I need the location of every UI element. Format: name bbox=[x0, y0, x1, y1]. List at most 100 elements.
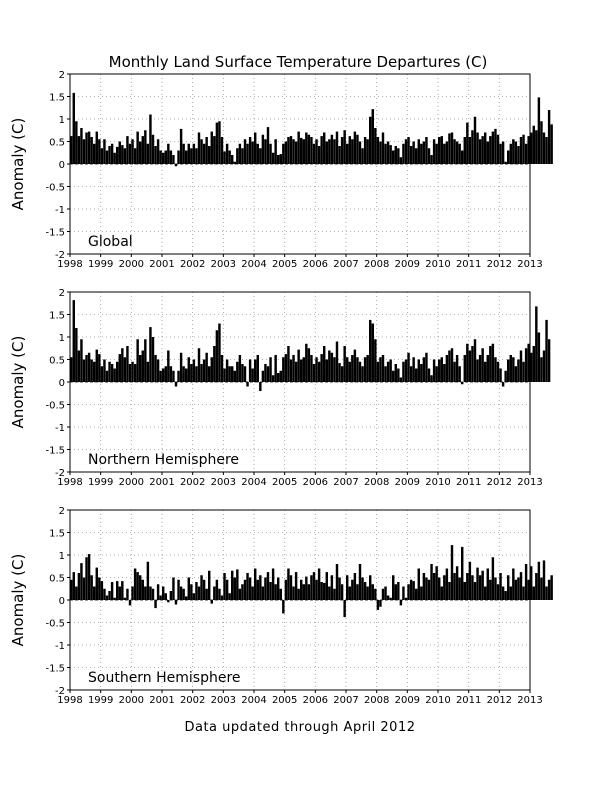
y-tick-label: -0.5 bbox=[45, 619, 65, 630]
y-tick-label: 2 bbox=[59, 506, 65, 517]
bar bbox=[215, 122, 219, 164]
bar bbox=[325, 572, 328, 600]
y-tick-label: -0.5 bbox=[45, 401, 65, 412]
bar bbox=[491, 131, 495, 164]
bar bbox=[218, 588, 221, 600]
bar bbox=[136, 572, 139, 600]
bar bbox=[307, 584, 311, 600]
bar bbox=[530, 566, 533, 600]
bar bbox=[425, 137, 428, 164]
panel-global: 2 1.5 1 0.5 0 -0.5 -1 -1.5 -2 1998 1999 2000 2001 20… bbox=[9, 70, 553, 270]
bar bbox=[422, 573, 426, 600]
bar bbox=[542, 560, 546, 600]
bar bbox=[473, 339, 477, 382]
bar bbox=[164, 593, 167, 600]
bar bbox=[254, 359, 257, 382]
y-tick-label: 0 bbox=[59, 378, 65, 389]
y-axis-label: Anomaly (C) bbox=[9, 336, 27, 429]
bar bbox=[361, 366, 364, 382]
y-tick-label: -0.5 bbox=[45, 183, 65, 194]
x-tick-label: 2004 bbox=[241, 695, 266, 706]
bar bbox=[75, 121, 78, 164]
bar bbox=[450, 132, 454, 164]
bar bbox=[210, 131, 213, 164]
bar bbox=[190, 364, 193, 382]
bar bbox=[213, 136, 216, 164]
bar bbox=[72, 572, 75, 600]
x-tick-label: 2010 bbox=[425, 477, 450, 488]
bar bbox=[156, 139, 160, 164]
bar bbox=[113, 152, 116, 164]
bar bbox=[264, 577, 267, 600]
x-tick-label: 2010 bbox=[425, 695, 450, 706]
bar bbox=[259, 148, 262, 164]
bar bbox=[215, 579, 219, 600]
bar bbox=[195, 582, 198, 600]
bar bbox=[340, 584, 344, 600]
bar bbox=[294, 361, 298, 382]
bar bbox=[392, 370, 395, 382]
x-tick-label: 2007 bbox=[333, 477, 358, 488]
bar bbox=[404, 359, 408, 382]
bar bbox=[443, 575, 446, 600]
y-tick-label: 0.5 bbox=[49, 574, 65, 585]
bar bbox=[369, 575, 372, 600]
x-tick-label: 2013 bbox=[517, 259, 542, 270]
bar bbox=[223, 151, 226, 164]
bar bbox=[420, 586, 423, 600]
x-tick-label: 2005 bbox=[272, 695, 297, 706]
bar bbox=[409, 146, 413, 164]
x-tick-label: 2011 bbox=[456, 259, 481, 270]
bar bbox=[407, 352, 410, 382]
bar bbox=[527, 579, 530, 600]
bar bbox=[325, 141, 328, 164]
x-tick-label: 1999 bbox=[88, 695, 113, 706]
bar bbox=[187, 357, 190, 382]
bar bbox=[532, 346, 535, 382]
bar bbox=[417, 359, 420, 382]
bar bbox=[448, 582, 451, 600]
bar bbox=[537, 97, 541, 164]
x-tick-label: 2013 bbox=[517, 477, 542, 488]
y-tick-label: 2 bbox=[59, 70, 65, 81]
bar bbox=[376, 600, 380, 610]
bar bbox=[133, 148, 137, 164]
y-tick-label: 0 bbox=[59, 596, 65, 607]
bar bbox=[95, 349, 98, 382]
bar bbox=[149, 114, 152, 164]
y-tick-label: -1.5 bbox=[45, 228, 65, 239]
bar bbox=[139, 355, 142, 382]
bar bbox=[432, 573, 436, 600]
bar bbox=[386, 141, 390, 164]
bar bbox=[409, 366, 413, 382]
bar bbox=[236, 361, 239, 382]
bar bbox=[118, 586, 121, 600]
bar bbox=[274, 139, 277, 164]
bar bbox=[417, 139, 420, 164]
bar bbox=[113, 368, 116, 382]
bar bbox=[192, 593, 196, 600]
bar bbox=[402, 586, 405, 600]
bar bbox=[287, 137, 290, 164]
bar bbox=[384, 366, 387, 382]
bar bbox=[407, 584, 410, 600]
bar bbox=[353, 131, 357, 164]
x-tick-label: 2012 bbox=[487, 695, 512, 706]
bar bbox=[491, 557, 495, 600]
bar bbox=[93, 143, 96, 164]
bar bbox=[366, 355, 369, 382]
x-tick-label: 2006 bbox=[303, 695, 328, 706]
x-tick-label: 2011 bbox=[456, 695, 481, 706]
x-tick-label: 2013 bbox=[517, 695, 542, 706]
bar bbox=[312, 143, 316, 164]
bar bbox=[169, 591, 173, 600]
bar bbox=[453, 361, 456, 382]
bar bbox=[274, 584, 277, 600]
bar bbox=[264, 139, 267, 164]
bar bbox=[315, 139, 318, 164]
bar bbox=[259, 382, 262, 391]
bar bbox=[522, 134, 525, 164]
bar bbox=[231, 366, 234, 382]
bar bbox=[225, 359, 229, 382]
bar bbox=[141, 579, 144, 600]
